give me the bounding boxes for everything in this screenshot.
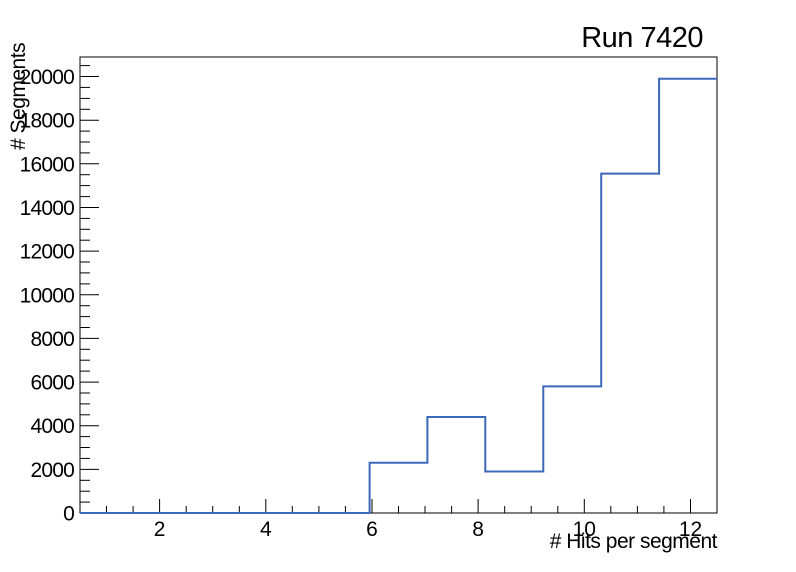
- y-tick-label: 10000: [20, 284, 75, 307]
- y-tick-label: 2000: [30, 459, 74, 482]
- y-tick-label: 0: [63, 503, 74, 526]
- y-tick-label: 8000: [30, 328, 74, 351]
- x-tick-label: 4: [260, 518, 272, 541]
- plot-frame: [79, 56, 718, 514]
- x-tick-label: 12: [679, 518, 702, 541]
- x-tick-label: 10: [573, 518, 596, 541]
- y-tick-label: 12000: [20, 241, 75, 264]
- y-tick-label: 16000: [20, 153, 75, 176]
- y-tick-label: 4000: [30, 415, 74, 438]
- chart-title: Run 7420: [581, 22, 703, 54]
- x-tick-label: 8: [472, 518, 484, 541]
- y-tick-label: 20000: [20, 66, 75, 89]
- y-tick-label: 6000: [30, 372, 74, 395]
- histogram-line: [80, 77, 717, 514]
- x-tick-label: 2: [154, 518, 166, 541]
- x-axis-title: # Hits per segment: [549, 530, 718, 553]
- y-tick-label: 18000: [20, 110, 75, 133]
- y-tick-label: 14000: [20, 197, 75, 220]
- x-tick-label: 6: [366, 518, 378, 541]
